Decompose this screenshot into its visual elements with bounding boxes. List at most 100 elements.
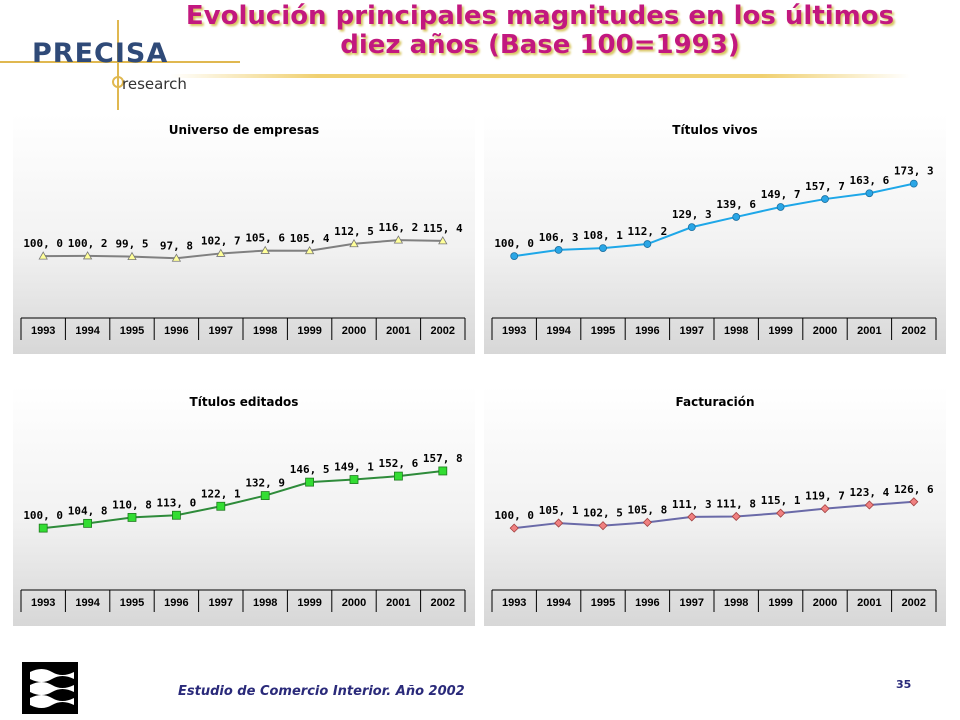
x-tick-label: 2002 (902, 325, 926, 337)
data-point-marker (83, 518, 92, 528)
x-tick-label: 1994 (75, 597, 100, 609)
data-label: 163, 6 (850, 174, 890, 187)
logo-subtext: research (122, 75, 187, 93)
data-label: 123, 4 (850, 486, 890, 499)
data-point-marker (393, 235, 404, 244)
data-label: 104, 8 (68, 504, 108, 517)
chart-panel-universo: Universo de empresas 1993 1994 1995 1996 1997… (13, 114, 475, 354)
data-point-marker (216, 248, 226, 257)
x-tick-label: 2000 (342, 325, 366, 337)
data-point-marker (687, 223, 696, 232)
data-point-marker (687, 512, 697, 522)
x-tick-label: 1995 (591, 325, 615, 337)
x-tick-label: 1999 (297, 325, 321, 337)
data-point-marker (510, 252, 519, 261)
x-tick-label: 2002 (431, 597, 455, 609)
data-point-marker (554, 245, 563, 254)
x-tick-label: 1998 (253, 325, 277, 337)
data-point-marker (820, 504, 830, 514)
data-label: 105, 8 (628, 503, 668, 516)
chart-universo-de-empresas: Universo de empresas 1993 1994 1995 1996 1997… (20, 123, 466, 340)
data-point-marker (909, 497, 919, 507)
x-tick-label: 1995 (120, 597, 144, 609)
chart-title: Universo de empresas (169, 123, 319, 137)
data-point-marker (909, 179, 918, 188)
x-tick-label: 2001 (857, 325, 881, 337)
x-tick-label: 2001 (386, 325, 410, 337)
data-point-marker (171, 253, 182, 262)
series-line (43, 239, 443, 260)
chart-panel-titulos-editados: Títulos editados 1993 1994 1995 1996 1997 1998… (13, 386, 475, 626)
data-label: 100, 0 (494, 509, 534, 522)
x-tick-label: 2001 (857, 597, 881, 609)
x-tick-label: 1999 (297, 597, 321, 609)
data-point-marker (38, 251, 48, 260)
data-label: 116, 2 (379, 221, 419, 234)
data-point-marker (554, 518, 564, 528)
x-tick-label: 1996 (635, 597, 659, 609)
series-line (514, 500, 914, 530)
x-tick-label: 1998 (253, 597, 277, 609)
data-point-marker (82, 251, 93, 260)
x-tick-label: 1993 (502, 325, 526, 337)
data-label: 146, 5 (290, 463, 330, 476)
data-label: 100, 2 (68, 237, 108, 250)
x-tick-label: 1997 (680, 597, 704, 609)
data-label: 102, 7 (201, 234, 241, 247)
x-tick-label: 2002 (902, 597, 926, 609)
chart-title: Títulos editados (190, 395, 299, 409)
data-point-marker (127, 513, 137, 522)
data-point-marker (776, 203, 785, 211)
data-label: 149, 1 (334, 461, 374, 474)
series-line (514, 182, 915, 258)
data-point-marker (598, 521, 608, 531)
data-point-marker (865, 189, 874, 198)
chart-titulos-editados: Títulos editados 1993 1994 1995 1996 1997 1998… (20, 395, 466, 612)
data-point-marker (731, 511, 741, 522)
data-label: 173, 3 (894, 165, 934, 178)
data-point-marker (260, 245, 270, 254)
data-label: 105, 4 (290, 232, 330, 245)
data-label: 115, 4 (423, 222, 463, 235)
chart-title: Facturación (675, 395, 754, 409)
chart-title: Títulos vivos (672, 123, 757, 137)
data-label: 112, 2 (628, 225, 668, 238)
data-point-marker (864, 500, 874, 510)
data-label: 115, 1 (761, 494, 801, 507)
data-point-marker (260, 491, 270, 500)
logo-text: PRECISA (32, 38, 169, 69)
data-label: 157, 8 (423, 452, 463, 465)
data-label: 105, 1 (539, 504, 579, 517)
data-point-marker (821, 195, 829, 203)
x-tick-label: 2001 (386, 597, 410, 609)
series-line (43, 469, 443, 530)
x-tick-label: 1996 (164, 325, 188, 337)
x-tick-label: 1998 (724, 325, 748, 337)
x-tick-label: 1996 (635, 325, 659, 337)
data-label: 106, 3 (539, 231, 579, 244)
x-tick-label: 1997 (209, 325, 233, 337)
data-label: 102, 5 (583, 507, 623, 520)
chart-panel-facturacion: Facturación 1993 1994 1995 1996 1997 1998 1999 2… (484, 386, 946, 626)
data-label: 122, 1 (201, 487, 241, 500)
data-label: 100, 0 (23, 509, 63, 522)
x-tick-label: 1998 (724, 597, 748, 609)
title-underline (170, 74, 910, 78)
data-point-marker (216, 501, 226, 511)
data-label: 129, 3 (672, 208, 712, 221)
chart-facturacion: Facturación 1993 1994 1995 1996 1997 1998 1999 2… (491, 395, 937, 612)
precisa-logo: PRECISA research (0, 0, 240, 115)
x-tick-label: 2000 (813, 597, 837, 609)
x-tick-label: 1999 (768, 325, 792, 337)
data-point-marker (349, 475, 359, 484)
data-label: 111, 8 (716, 497, 756, 510)
logo-decoration (0, 20, 240, 110)
data-point-marker (349, 238, 359, 248)
chart-panel-titulos-vivos: Títulos vivos 1993 1994 1995 1996 1997 1998 199… (484, 114, 946, 354)
data-label: 112, 5 (334, 225, 374, 238)
x-tick-label: 1993 (31, 325, 55, 337)
data-label: 100, 0 (23, 237, 63, 250)
data-label: 149, 7 (761, 188, 801, 201)
data-label: 97, 8 (160, 239, 193, 252)
page-title: Evolución principales magnitudes en los … (150, 2, 930, 60)
